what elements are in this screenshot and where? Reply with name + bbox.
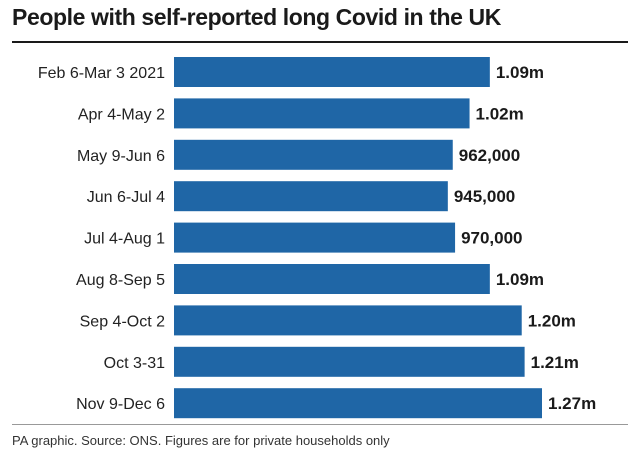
value-label: 1.02m: [476, 104, 524, 123]
bar: [174, 264, 490, 294]
value-label: 1.21m: [531, 353, 579, 372]
value-label: 970,000: [461, 229, 522, 248]
category-label: Apr 4-May 2: [78, 106, 165, 123]
category-label: Nov 9-Dec 6: [76, 396, 165, 413]
category-label: Oct 3-31: [104, 355, 165, 372]
footer-divider: [12, 424, 628, 425]
value-label: 1.27m: [548, 394, 596, 413]
category-label: Aug 8-Sep 5: [76, 272, 165, 289]
bar: [174, 305, 522, 336]
bar: [174, 181, 448, 212]
category-label: Feb 6-Mar 3 2021: [38, 65, 165, 82]
chart-title: People with self-reported long Covid in …: [12, 4, 501, 30]
bar-chart: Feb 6-Mar 3 2021 1.09m Apr 4-May 2 1.02m May…: [38, 57, 596, 419]
bar: [174, 139, 453, 170]
value-label: 945,000: [454, 187, 515, 206]
category-label: Jul 4-Aug 1: [84, 231, 165, 248]
bars-layer: Feb 6-Mar 3 2021 1.09m Apr 4-May 2 1.02m May…: [38, 57, 596, 419]
value-label: 1.09m: [496, 270, 544, 289]
bar: [174, 98, 470, 129]
bar: [174, 57, 490, 87]
title-divider: [12, 41, 628, 43]
category-label: Sep 4-Oct 2: [80, 313, 165, 330]
source-note: PA graphic. Source: ONS. Figures are for…: [12, 433, 390, 448]
value-label: 1.09m: [496, 63, 544, 82]
bar: [174, 346, 525, 377]
bar: [174, 222, 456, 253]
bar: [174, 388, 542, 419]
category-label: Jun 6-Jul 4: [87, 189, 165, 206]
value-label: 1.20m: [528, 311, 576, 330]
category-label: May 9-Jun 6: [77, 148, 165, 165]
value-label: 962,000: [459, 146, 520, 165]
